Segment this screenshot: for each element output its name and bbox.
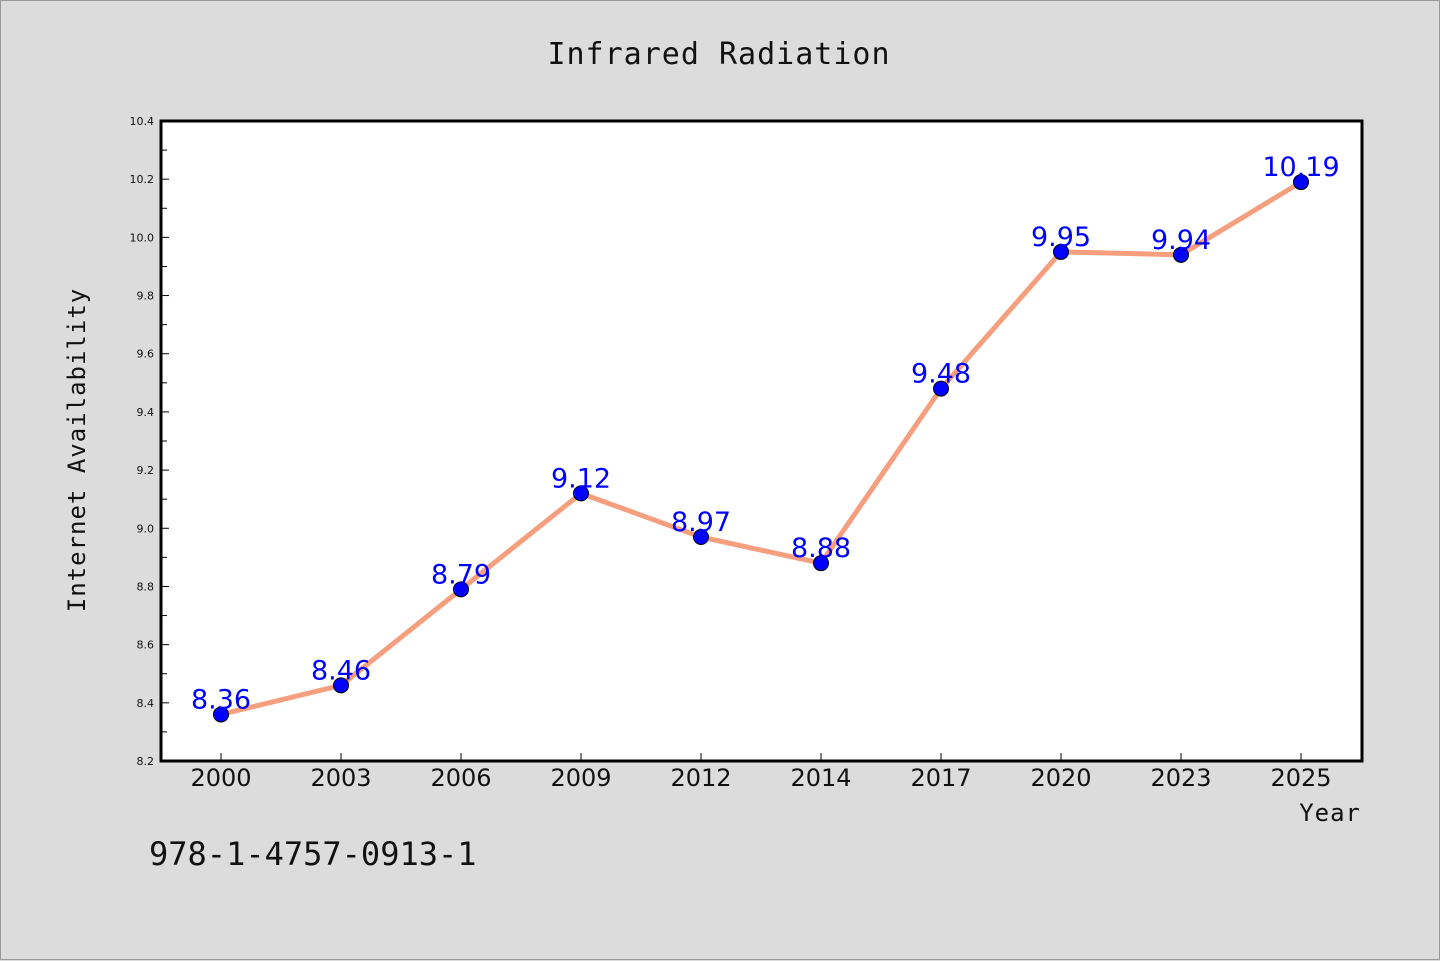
x-tick-label: 2012: [670, 764, 731, 792]
y-tick-label: 8.8: [137, 580, 155, 593]
data-label: 9.12: [551, 463, 611, 494]
data-point: [1293, 174, 1309, 191]
data-point: [333, 677, 349, 694]
footnote-isbn: 978-1-4757-0913-1: [149, 835, 477, 873]
plot-area: [159, 119, 1364, 763]
data-point: [453, 581, 469, 598]
y-tick-label: 9.4: [137, 406, 155, 419]
x-axis: 2000 2003 2006 2009 2012 2014 2017 2020 2023 2025: [190, 753, 1332, 792]
y-tick-label: 9.2: [137, 464, 155, 477]
y-tick-label: 9.6: [137, 348, 155, 361]
data-label: 9.95: [1031, 222, 1091, 253]
y-axis-label: Internet Availability: [63, 288, 91, 612]
x-tick-label: 2020: [1030, 764, 1091, 792]
data-point: [573, 485, 589, 502]
y-tick-label: 9.0: [137, 522, 155, 535]
x-tick-label: 2017: [910, 764, 971, 792]
x-tick-label: 2025: [1270, 764, 1331, 792]
y-axis: 8.2 8.4 8.6 8.8 9.0 9.2 9.4 9.6 9.8 10.0 10.2 10.4: [130, 115, 169, 768]
data-label: 8.79: [431, 559, 491, 590]
data-label: 8.97: [671, 507, 731, 538]
x-tick-label: 2003: [310, 764, 371, 792]
y-tick-label: 10.4: [130, 115, 155, 128]
data-point: [813, 555, 829, 572]
data-point: [693, 529, 709, 545]
data-label: 10.19: [1262, 152, 1339, 183]
y-tick-label: 10.2: [130, 173, 155, 186]
x-tick-label: 2023: [1150, 764, 1211, 792]
series-line: [218, 179, 1304, 717]
y-tick-label: 8.4: [137, 697, 155, 710]
y-tick-label: 8.2: [137, 755, 155, 768]
data-point: [933, 380, 949, 397]
data-point: [213, 706, 229, 723]
data-label: 9.48: [911, 359, 971, 390]
x-axis-label: Year: [1299, 799, 1361, 827]
x-tick-label: 2009: [550, 764, 611, 792]
x-tick-label: 2014: [790, 764, 851, 792]
y-tick-label: 8.6: [137, 639, 155, 652]
y-tick-label: 10.0: [130, 231, 155, 244]
series-layer: 8.36 8.46 8.79 9.12 8.97 8.88 9.48 9.95 9.94 10.1…: [191, 152, 1340, 723]
data-point: [1173, 246, 1189, 263]
x-tick-label: 2006: [430, 764, 491, 792]
data-label: 8.46: [311, 655, 371, 686]
y-tick-label: 9.8: [137, 290, 155, 303]
chart-title: Infrared Radiation: [547, 37, 890, 72]
data-label: 8.88: [791, 533, 851, 564]
x-tick-label: 2000: [190, 764, 251, 792]
data-point: [1053, 243, 1069, 260]
data-label: 9.94: [1151, 225, 1211, 256]
data-label: 8.36: [191, 684, 251, 715]
